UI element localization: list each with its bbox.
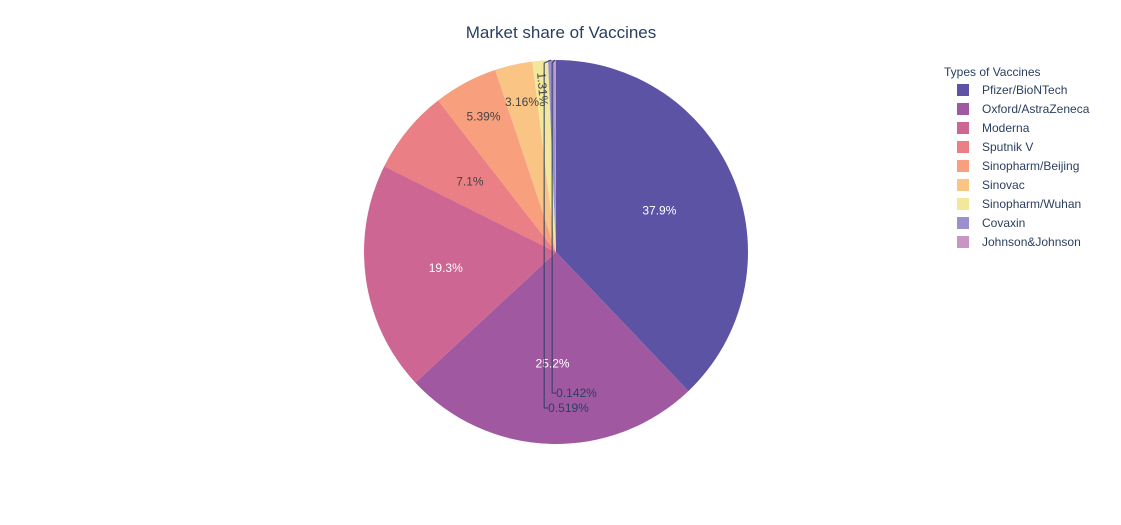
pie-labels: 37.9% 25.2% 19.3% 7.1% 5.39% 3.16%1.31% 0.519%…: [429, 59, 677, 415]
slice-label-covaxin: 0.519%: [548, 401, 589, 415]
slice-label-sinopharm-beijing: 5.39%: [466, 110, 500, 124]
legend-swatch: [957, 236, 969, 248]
pie-slice-moderna[interactable]: [364, 166, 556, 383]
legend-item-johnson-johnson[interactable]: Johnson&Johnson: [957, 235, 1081, 249]
legend-item-sputnik-v[interactable]: Sputnik V: [957, 140, 1033, 154]
pie-slice-sputnik-v[interactable]: [384, 100, 556, 252]
legend-item-sinovac[interactable]: Sinovac: [957, 178, 1025, 192]
slice-label-johnson-johnson: 0.142%: [556, 386, 597, 400]
legend-item-covaxin[interactable]: Covaxin: [957, 216, 1025, 230]
slice-label-oxford-astrazeneca: 25.2%: [536, 356, 570, 370]
legend-label: Sinovac: [982, 178, 1025, 192]
slice-label-sinopharm-wuhan: 1.31%: [534, 72, 551, 107]
slice-label-moderna: 19.3%: [429, 261, 463, 275]
slice-label-pfizer-biontech: 37.9%: [642, 204, 676, 218]
legend-label: Johnson&Johnson: [982, 235, 1081, 249]
legend-swatch: [957, 141, 969, 153]
legend-label: Sputnik V: [982, 140, 1033, 154]
leader-line-johnson-johnson: [551, 59, 557, 394]
pie-slice-sinopharm-beijing[interactable]: [438, 69, 556, 252]
pie-slices: [364, 60, 748, 444]
legend-title: Types of Vaccines: [944, 65, 1041, 79]
slice-label-sputnik-v: 7.1%: [456, 174, 484, 188]
legend-label: Pfizer/BioNTech: [982, 83, 1067, 97]
legend-label: Covaxin: [982, 216, 1025, 230]
legend-label: Oxford/AstraZeneca: [982, 102, 1090, 116]
leader-line-covaxin: [543, 59, 552, 409]
chart-title: Market share of Vaccines: [466, 23, 657, 42]
legend-swatch: [957, 84, 969, 96]
legend-swatch: [957, 160, 969, 172]
legend-item-sinopharm-beijing[interactable]: Sinopharm/Beijing: [957, 159, 1079, 173]
legend-item-moderna[interactable]: Moderna: [957, 121, 1030, 135]
legend-label: Moderna: [982, 121, 1030, 135]
legend-swatch: [957, 179, 969, 191]
legend-item-pfizer-biontech[interactable]: Pfizer/BioNTech: [957, 83, 1067, 97]
pie-slice-sinovac[interactable]: [495, 61, 556, 252]
legend-swatch: [957, 198, 969, 210]
legend-label: Sinopharm/Beijing: [982, 159, 1079, 173]
legend-item-sinopharm-wuhan[interactable]: Sinopharm/Wuhan: [957, 197, 1081, 211]
legend[interactable]: Types of Vaccines Pfizer/BioNTech Oxford/…: [944, 65, 1090, 249]
legend-swatch: [957, 122, 969, 134]
slice-label-sinovac: 3.16%: [505, 95, 539, 109]
legend-swatch: [957, 103, 969, 115]
legend-label: Sinopharm/Wuhan: [982, 197, 1081, 211]
pie-slice-johnson-johnson[interactable]: [554, 60, 556, 252]
legend-item-oxford-astrazeneca[interactable]: Oxford/AstraZeneca: [957, 102, 1090, 116]
legend-swatch: [957, 217, 969, 229]
pie-slice-pfizer-biontech[interactable]: [556, 60, 748, 392]
